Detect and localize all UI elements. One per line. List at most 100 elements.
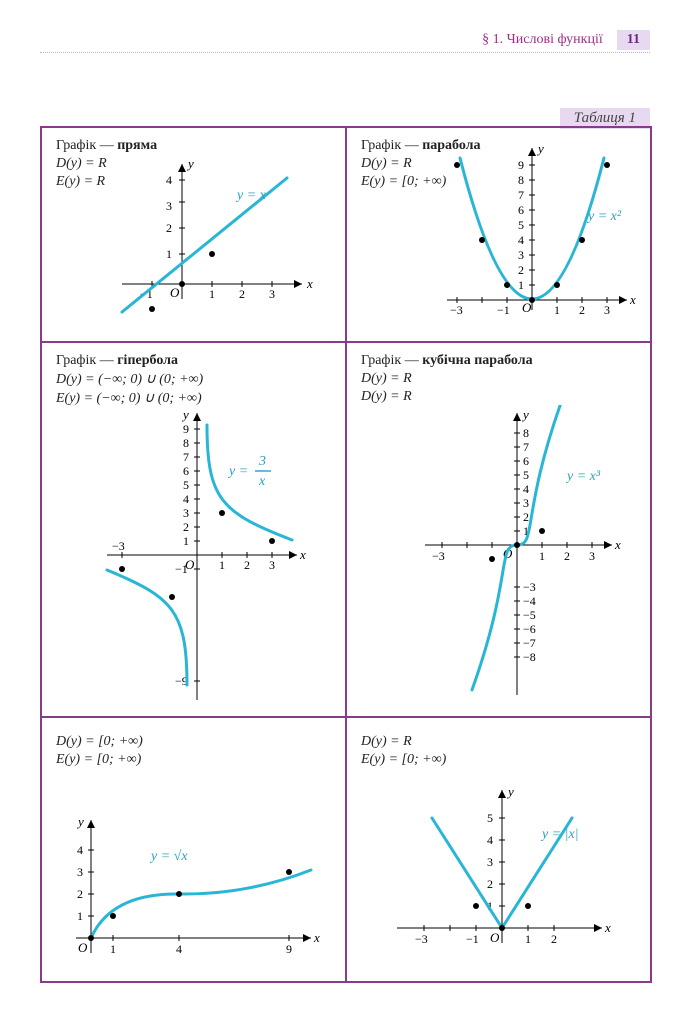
- svg-text:4: 4: [176, 942, 182, 956]
- plot-line: x y O −1 1 2 3 1 2 3 4 y = x: [102, 154, 332, 314]
- svg-text:1: 1: [539, 549, 545, 563]
- svg-text:2: 2: [244, 558, 250, 572]
- svg-text:3: 3: [269, 558, 275, 572]
- svg-text:4: 4: [487, 833, 493, 847]
- svg-text:3: 3: [589, 549, 595, 563]
- svg-text:7: 7: [183, 450, 189, 464]
- range-cubic: D(y) = R: [361, 389, 638, 405]
- svg-text:3: 3: [269, 287, 275, 301]
- header-rule: [40, 52, 650, 53]
- page-number: 11: [617, 30, 650, 50]
- svg-text:O: O: [490, 930, 500, 945]
- svg-text:9: 9: [518, 158, 524, 172]
- svg-text:x: x: [313, 930, 320, 945]
- svg-text:y = |x|: y = |x|: [540, 827, 579, 842]
- cell-cubic: Графік — кубічна парабола D(y) = R D(y) …: [346, 342, 651, 717]
- cell-abs: D(y) = R E(y) = [0; +∞) x y O 1 2 3 4 5 …: [346, 717, 651, 982]
- svg-text:2: 2: [183, 520, 189, 534]
- cell-parabola: Графік — парабола D(y) = R E(y) = [0; +∞…: [346, 127, 651, 342]
- svg-text:3: 3: [487, 855, 493, 869]
- range-sqrt: E(y) = [0; +∞): [56, 752, 333, 768]
- yticks-cubic-top: 1 2 3 4 5 6 7 8: [514, 426, 529, 538]
- title-line: Графік — пряма: [56, 138, 333, 154]
- svg-text:6: 6: [518, 203, 524, 217]
- cell-line: Графік — пряма D(y) = R E(y) = R x y O −…: [41, 127, 346, 342]
- svg-text:3: 3: [258, 454, 266, 469]
- domain-abs: D(y) = R: [361, 734, 638, 750]
- svg-text:x: x: [604, 920, 611, 935]
- svg-text:y: y: [536, 141, 544, 156]
- svg-text:y: y: [186, 156, 194, 171]
- svg-text:−3: −3: [112, 539, 125, 553]
- svg-text:5: 5: [523, 468, 529, 482]
- title-cubic: Графік — кубічна парабола: [361, 353, 638, 369]
- svg-text:2: 2: [564, 549, 570, 563]
- svg-text:8: 8: [523, 426, 529, 440]
- domain-hyperbola: D(y) = (−∞; 0) ∪ (0; +∞): [56, 371, 333, 388]
- plot-parabola: x y O 1 2 3 4 5 6 7 8 9 −3 −1 1 2 3: [442, 140, 642, 320]
- svg-text:3: 3: [604, 303, 610, 317]
- svg-text:y: y: [521, 407, 529, 422]
- svg-text:4: 4: [523, 482, 529, 496]
- svg-text:y = x²: y = x²: [586, 209, 622, 224]
- svg-text:2: 2: [518, 263, 524, 277]
- svg-text:3: 3: [523, 496, 529, 510]
- svg-text:x: x: [629, 292, 636, 307]
- svg-text:3: 3: [183, 506, 189, 520]
- svg-text:7: 7: [523, 440, 529, 454]
- svg-text:−6: −6: [523, 622, 536, 636]
- svg-text:1: 1: [77, 909, 83, 923]
- svg-text:1: 1: [554, 303, 560, 317]
- svg-text:−3: −3: [432, 549, 445, 563]
- svg-text:4: 4: [518, 233, 524, 247]
- svg-text:y: y: [181, 407, 189, 422]
- svg-text:5: 5: [183, 478, 189, 492]
- svg-text:x: x: [306, 276, 313, 291]
- svg-text:−8: −8: [523, 650, 536, 664]
- svg-text:y: y: [506, 784, 514, 799]
- plot-sqrt: x y O 1 2 3 4 1 4 9 y = √x: [56, 808, 326, 968]
- svg-text:9: 9: [183, 422, 189, 436]
- svg-text:O: O: [170, 285, 180, 300]
- svg-text:6: 6: [183, 464, 189, 478]
- svg-text:−3: −3: [415, 932, 428, 946]
- section-title: § 1. Числові функції: [482, 32, 603, 48]
- svg-text:3: 3: [518, 248, 524, 262]
- svg-text:−1: −1: [175, 562, 188, 576]
- cell-sqrt: D(y) = [0; +∞) E(y) = [0; +∞) x y O 1 2 …: [41, 717, 346, 982]
- svg-text:−3: −3: [450, 303, 463, 317]
- svg-text:y: y: [76, 814, 84, 829]
- svg-text:2: 2: [77, 887, 83, 901]
- svg-text:1: 1: [110, 942, 116, 956]
- function-table: Графік — пряма D(y) = R E(y) = R x y O −…: [40, 126, 652, 983]
- svg-text:2: 2: [579, 303, 585, 317]
- svg-text:−1: −1: [466, 932, 479, 946]
- svg-text:x: x: [258, 474, 266, 489]
- title-hyperbola: Графік — гіпербола: [56, 353, 333, 369]
- svg-text:−4: −4: [523, 594, 536, 608]
- svg-text:y =: y =: [227, 464, 248, 479]
- svg-text:2: 2: [551, 932, 557, 946]
- page-header: § 1. Числові функції 11: [482, 30, 650, 50]
- svg-text:8: 8: [518, 173, 524, 187]
- svg-text:4: 4: [77, 843, 83, 857]
- svg-text:9: 9: [286, 942, 292, 956]
- svg-text:3: 3: [77, 865, 83, 879]
- svg-text:y = √x: y = √x: [149, 849, 188, 864]
- svg-text:4: 4: [166, 173, 172, 187]
- svg-text:2: 2: [239, 287, 245, 301]
- svg-text:−7: −7: [523, 636, 536, 650]
- svg-text:−3: −3: [523, 580, 536, 594]
- cell-hyperbola: Графік — гіпербола D(y) = (−∞; 0) ∪ (0; …: [41, 342, 346, 717]
- svg-text:5: 5: [487, 811, 493, 825]
- svg-text:y = x³: y = x³: [565, 469, 601, 484]
- svg-text:1: 1: [525, 932, 531, 946]
- svg-text:7: 7: [518, 188, 524, 202]
- svg-text:8: 8: [183, 436, 189, 450]
- plot-hyperbola: x y O 1 2 3 4 5 6 7 8 9 −1 −9 −3 1 2 3: [97, 405, 312, 705]
- svg-text:−5: −5: [523, 608, 536, 622]
- svg-text:4: 4: [183, 492, 189, 506]
- svg-text:6: 6: [523, 454, 529, 468]
- svg-text:1: 1: [166, 247, 172, 261]
- svg-text:2: 2: [166, 221, 172, 235]
